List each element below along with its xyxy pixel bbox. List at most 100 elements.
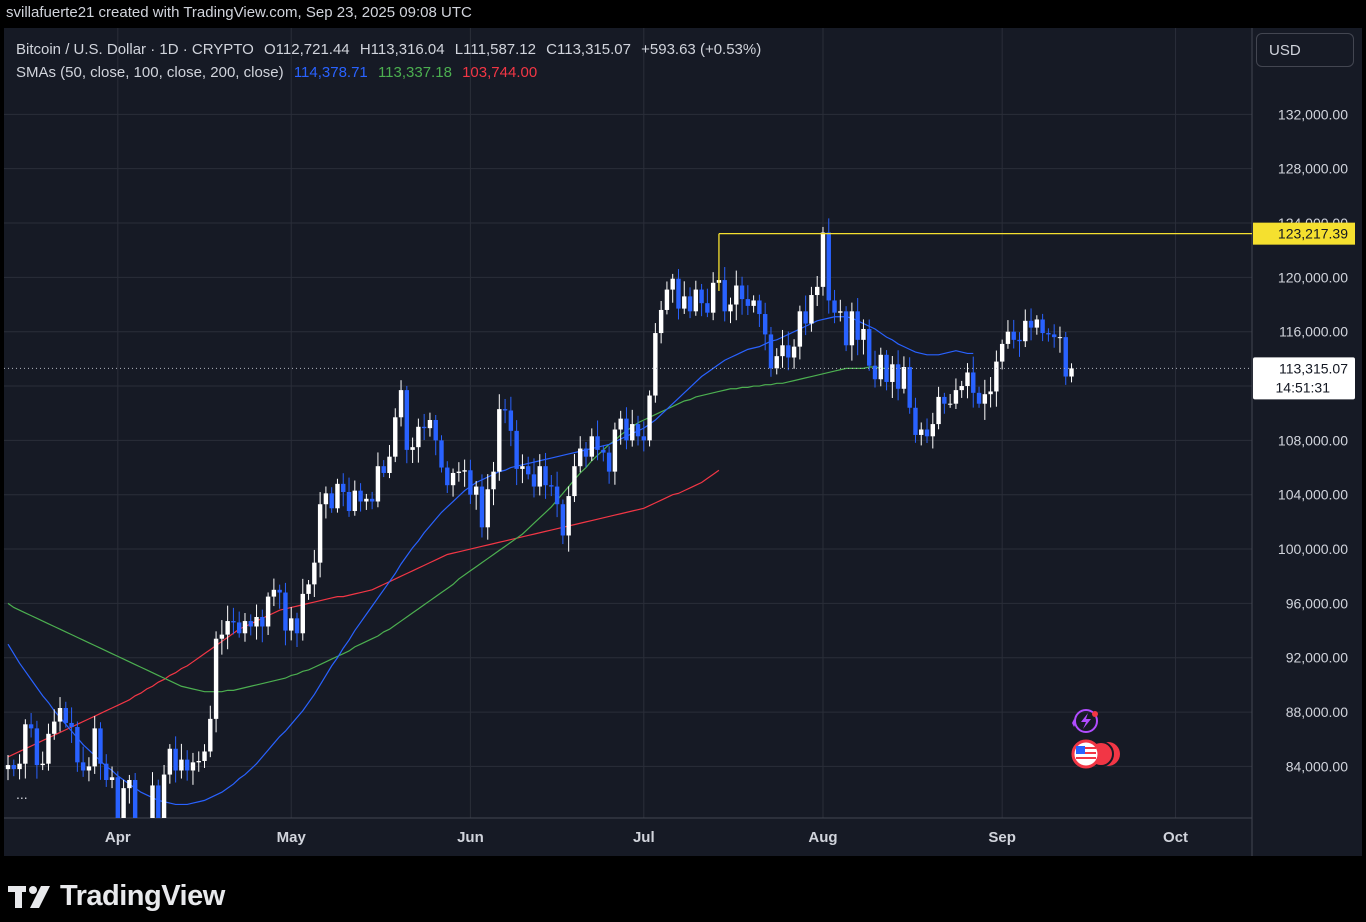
candle-body <box>450 472 456 486</box>
candle-body <box>237 622 242 634</box>
candle-body <box>11 765 16 770</box>
candle-body <box>1011 331 1016 340</box>
candle-body <box>283 592 288 631</box>
candle-body <box>936 396 941 425</box>
candle-body <box>815 286 820 296</box>
candle-body <box>242 621 248 634</box>
candle-body <box>647 395 652 441</box>
candle-body <box>115 777 121 818</box>
candle-body <box>92 728 97 767</box>
candle-body <box>820 232 826 287</box>
candle-body <box>849 311 855 346</box>
candle-body <box>658 309 664 334</box>
candle-body <box>1069 368 1074 377</box>
candle-body <box>40 763 45 766</box>
candle-body <box>971 372 976 393</box>
candle-body <box>514 430 519 469</box>
candle-body <box>260 616 265 627</box>
candle-body <box>630 424 635 441</box>
candle-body <box>612 429 618 472</box>
candle-body <box>497 409 502 472</box>
candle-body <box>473 486 479 495</box>
candle-body <box>1034 319 1040 328</box>
candle-body <box>485 489 490 528</box>
candle-body <box>306 584 311 594</box>
candle-body <box>208 718 213 752</box>
candle-body <box>439 440 444 468</box>
candle-body <box>722 280 727 312</box>
candle-body <box>139 857 143 871</box>
candle-body <box>595 436 600 450</box>
currency-button[interactable]: USD <box>1256 33 1354 67</box>
y-tick-label: 120,000.00 <box>1278 269 1348 285</box>
x-tick-label: May <box>277 829 307 846</box>
candle-body <box>947 403 953 405</box>
candle-body <box>757 300 762 315</box>
candle-body <box>664 289 670 310</box>
candle-body <box>520 466 525 469</box>
candle-body <box>762 314 768 335</box>
candle-body <box>531 474 537 487</box>
candle-body <box>75 727 80 763</box>
candle-body <box>317 504 323 563</box>
more-options-button[interactable]: ... <box>16 786 28 802</box>
candle-body <box>213 638 219 719</box>
candle-body <box>965 372 970 387</box>
candle-body <box>838 311 843 313</box>
tradingview-logo-icon <box>8 885 50 908</box>
y-tick-label: 116,000.00 <box>1279 324 1348 340</box>
candle-body <box>988 391 993 395</box>
last-price-label: 113,315.07 <box>1279 360 1348 376</box>
chart-credit: svillafuerte21 created with TradingView.… <box>6 4 472 21</box>
candle-body <box>606 452 612 472</box>
y-tick-label: 96,000.00 <box>1286 595 1348 611</box>
y-tick-label: 128,000.00 <box>1278 161 1348 177</box>
candle-body <box>768 334 774 369</box>
candle-body <box>786 345 791 358</box>
candle-body <box>404 390 410 450</box>
candle-body <box>167 748 173 775</box>
candle-body <box>641 436 646 441</box>
candle-body <box>104 763 109 780</box>
candle-body <box>312 562 317 585</box>
sma50-value: 114,378.71 <box>293 64 368 81</box>
tradingview-brand[interactable]: TradingView <box>8 880 225 913</box>
candle-body <box>907 367 912 408</box>
candle-body <box>959 386 964 391</box>
sma-label: SMAs (50, close, 100, close, 200, close) <box>16 64 284 81</box>
sma100-line <box>7 366 887 693</box>
candle-body <box>861 328 866 340</box>
candle-body <box>5 765 11 770</box>
candle-body <box>80 762 86 771</box>
candle-body <box>699 289 704 304</box>
candle-body <box>693 289 699 312</box>
candle-body <box>566 496 571 536</box>
candle-body <box>676 278 681 309</box>
candle-body <box>52 721 57 734</box>
candle-body <box>1017 339 1022 342</box>
candle-body <box>618 418 623 430</box>
us-flag-icon[interactable] <box>1070 738 1122 770</box>
brand-name: TradingView <box>60 880 225 912</box>
candle-body <box>791 346 797 358</box>
sma-legend: SMAs (50, close, 100, close, 200, close)… <box>16 64 543 81</box>
candle-body <box>895 364 901 389</box>
candle-body <box>196 760 201 763</box>
candle-body <box>774 356 779 369</box>
candle-body <box>329 493 334 509</box>
candle-body <box>381 466 386 473</box>
x-tick-label: Sep <box>988 829 1016 846</box>
candle-body <box>202 751 207 761</box>
lightning-icon[interactable] <box>1068 707 1104 735</box>
candle-body <box>462 470 467 472</box>
candle-body <box>387 456 392 473</box>
candle-body <box>352 490 357 512</box>
candle-body <box>109 777 115 780</box>
candle-body <box>890 364 895 382</box>
candle-body <box>508 410 514 431</box>
candle-body <box>277 589 282 593</box>
candle-body <box>554 486 560 505</box>
candle-body <box>46 733 51 764</box>
sma200-value: 103,744.00 <box>462 64 538 81</box>
